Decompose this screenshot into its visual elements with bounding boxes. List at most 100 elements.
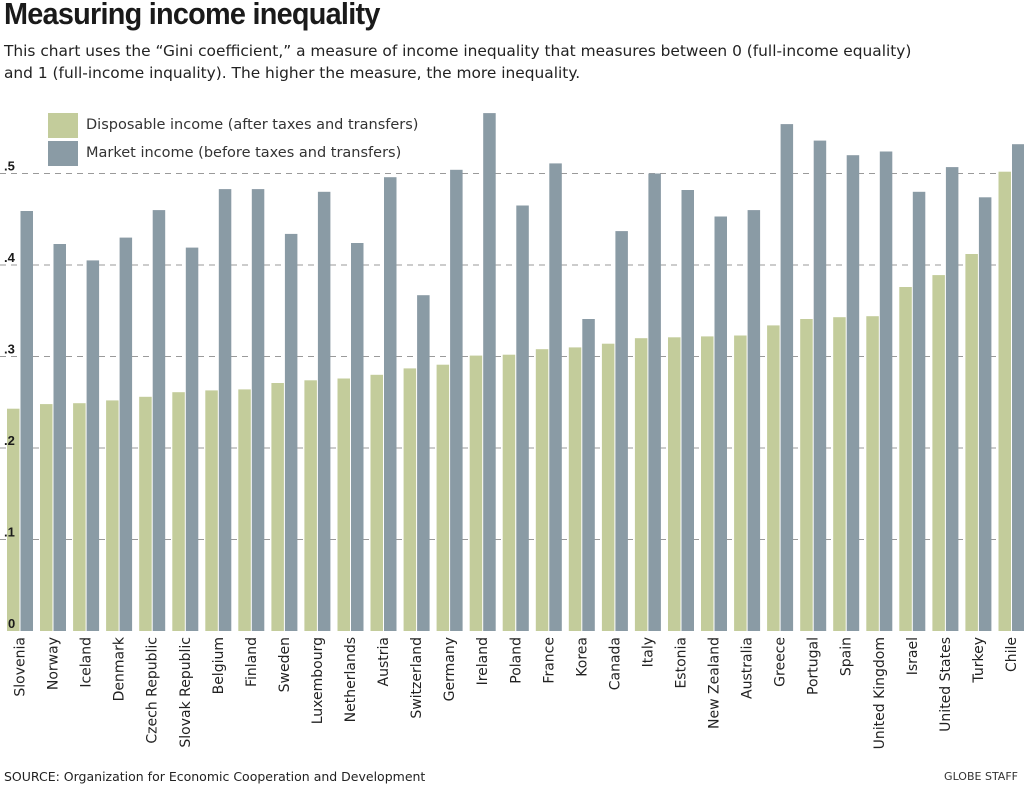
bar-market [714, 216, 727, 631]
x-tick-label: Slovenia [13, 637, 29, 697]
x-tick-label: Spain [839, 637, 855, 676]
bar-market [185, 247, 199, 631]
bar-market [978, 197, 992, 632]
bar-market [317, 191, 331, 632]
x-tick-label: Korea [574, 637, 590, 677]
bar-market [648, 173, 661, 631]
x-tick-label: Ireland [475, 637, 491, 685]
x-tick-label: Israel [905, 637, 921, 675]
bar-disposable [238, 389, 251, 631]
x-tick-label: Greece [773, 637, 789, 687]
bar-disposable [767, 325, 780, 631]
bar-market [384, 177, 397, 631]
subtitle-line-1: This chart uses the “Gini coefficient,” … [4, 42, 912, 60]
bar-market [813, 140, 827, 631]
bar-market [582, 319, 595, 631]
bar-disposable [800, 319, 813, 631]
bar-disposable [370, 374, 383, 631]
x-tick-label: Iceland [79, 637, 95, 688]
legend-label-market: Market income (before taxes and transfer… [86, 145, 402, 161]
bar-market [53, 244, 66, 631]
x-tick-label: Czech Republic [145, 637, 161, 744]
bar-market [1012, 144, 1024, 631]
bar-market [251, 189, 265, 631]
bar-market [747, 210, 761, 631]
bar-market [846, 155, 860, 631]
bar-disposable [634, 338, 648, 631]
bar-disposable [701, 336, 714, 631]
y-tick-label: 0 [8, 616, 15, 631]
y-tick-label: .5 [4, 159, 15, 174]
bar-market [945, 167, 959, 631]
x-tick-label: Canada [607, 637, 623, 690]
x-tick-label: Austria [376, 637, 392, 686]
bar-market [417, 295, 430, 631]
legend-label-disposable: Disposable income (after taxes and trans… [86, 117, 419, 133]
x-tick-label: New Zealand [707, 637, 723, 729]
x-tick-label: Denmark [112, 636, 128, 701]
x-tick-label: Netherlands [343, 637, 359, 722]
bar-disposable [304, 380, 317, 631]
legend: Disposable income (after taxes and trans… [48, 111, 418, 167]
subtitle-line-2: and 1 (full-income inquality). The highe… [4, 64, 581, 82]
bar-market [681, 190, 694, 631]
bar-disposable [271, 383, 284, 631]
x-tick-label: Australia [740, 637, 756, 699]
x-tick-label: Switzerland [409, 637, 425, 719]
legend-item-market: Market income (before taxes and transfer… [48, 139, 418, 167]
bar-disposable [403, 368, 417, 631]
bar-disposable [535, 349, 549, 631]
bar-disposable [866, 316, 879, 631]
source-note: SOURCE: Organization for Economic Cooper… [4, 769, 426, 784]
x-tick-label: Estonia [674, 637, 690, 689]
bar-disposable [172, 392, 185, 631]
bar-market [218, 189, 232, 631]
bar-market [119, 237, 133, 631]
x-tick-label: Poland [508, 637, 524, 684]
bar-disposable [436, 364, 450, 631]
bar-disposable [899, 287, 912, 631]
x-tick-label: Slovak Republic [178, 637, 194, 748]
bar-disposable [205, 390, 218, 631]
bar-disposable [40, 404, 53, 631]
x-tick-label: Finland [244, 637, 260, 687]
x-tick-label: Chile [1004, 637, 1020, 672]
bar-market [780, 124, 794, 631]
y-tick-label: .4 [4, 250, 16, 265]
bar-disposable [568, 347, 582, 631]
bar-disposable [734, 335, 747, 631]
x-tick-label: Belgium [211, 637, 227, 694]
bar-disposable [998, 171, 1011, 631]
bar-market [483, 113, 496, 632]
bar-market [450, 169, 463, 632]
bar-disposable [139, 396, 152, 631]
bar-disposable [502, 354, 516, 631]
y-tick-label: .2 [4, 433, 15, 448]
chart-subtitle: This chart uses the “Gini coefficient,” … [4, 40, 1020, 84]
bar-disposable [932, 275, 945, 631]
x-tick-label: Sweden [277, 637, 293, 692]
bar-disposable [833, 317, 846, 631]
bar-disposable [668, 337, 681, 631]
bar-disposable [601, 343, 615, 631]
bars [7, 113, 1024, 632]
bar-market [284, 233, 298, 631]
y-tick-label: .3 [4, 342, 15, 357]
x-tick-label: Germany [442, 637, 458, 701]
x-tick-label: Italy [640, 637, 656, 667]
bar-disposable [106, 400, 119, 631]
bar-market [20, 211, 33, 631]
y-axis-ticks: 0 .1 .2 .3 .4 .5 [4, 159, 16, 632]
bar-disposable [7, 408, 20, 631]
x-tick-label: United States [938, 637, 954, 732]
legend-item-disposable: Disposable income (after taxes and trans… [48, 111, 418, 139]
bar-disposable [469, 355, 483, 631]
x-axis-labels: Slovenia Norway Iceland Denmark Czech Republ… [13, 636, 1021, 749]
bar-market [516, 205, 529, 631]
legend-swatch-market [48, 140, 78, 166]
bar-market [86, 260, 100, 631]
legend-swatch-disposable [48, 112, 78, 138]
x-tick-label: Luxembourg [310, 637, 326, 724]
chart-title: Measuring income inequality [4, 0, 380, 31]
